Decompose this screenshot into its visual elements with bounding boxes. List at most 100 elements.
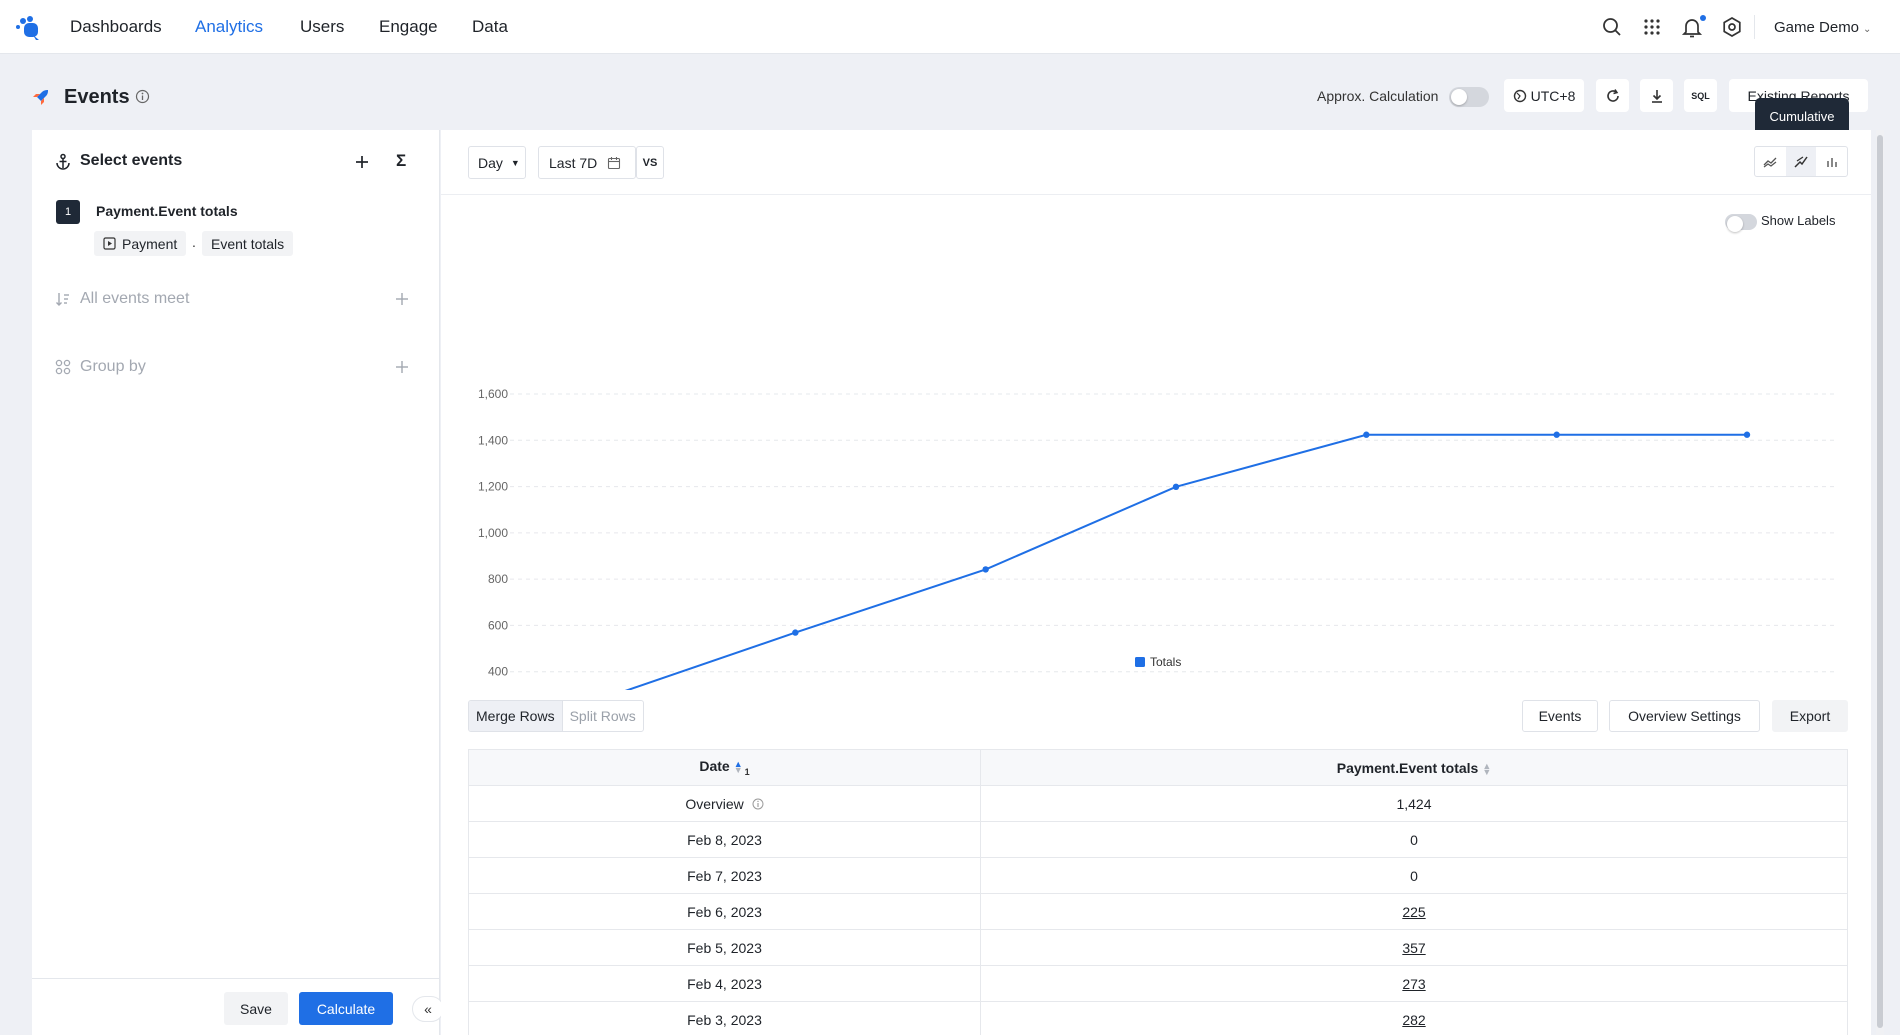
granularity-select[interactable]: Day ▼ [468,146,526,179]
y-tick-label: 400 [488,665,508,679]
chevron-down-icon: ⌄ [1863,24,1872,35]
approx-calculation-toggle[interactable] [1449,87,1489,107]
nav-users[interactable]: Users [300,17,345,36]
merge-rows-button[interactable]: Merge Rows [469,701,562,731]
nav-dashboards[interactable]: Dashboards [70,17,162,36]
data-point [1743,431,1751,438]
table-cell-value-link[interactable]: 273 [980,965,1848,1002]
data-point [1553,431,1560,438]
tooltip-text: Cumulative [1769,109,1835,124]
info-icon[interactable] [135,89,150,104]
table-cell-value: 1,424 [980,785,1848,822]
search-icon[interactable] [1601,16,1623,38]
events-button[interactable]: Events [1522,700,1598,732]
y-tick-label: 800 [488,572,508,586]
timezone-label: UTC+8 [1530,87,1576,104]
nav-engage[interactable]: Engage [379,17,438,36]
y-tick-label: 1,200 [478,480,508,494]
chip-separator: . [192,234,196,250]
trend-line-icon [1763,157,1777,168]
table-cell-value-link[interactable]: 357 [980,929,1848,966]
y-tick-label: 600 [488,618,508,632]
table-row-overview: Overview 1,424 [468,785,1848,822]
table-cell-value-link[interactable]: 225 [980,893,1848,930]
globe-icon [1513,89,1526,102]
split-rows-button[interactable]: Split Rows [561,701,643,731]
project-name: Game Demo [1774,19,1860,36]
add-filter-icon[interactable] [394,291,410,307]
table-cell-date: Feb 6, 2023 [468,893,981,930]
rocket-icon [33,89,49,105]
data-point [792,629,799,636]
sort-icon[interactable]: ▲ ▼ [733,759,743,776]
apps-grid-icon[interactable] [1641,16,1663,38]
column-header-date[interactable]: Date ▲ ▼ 1 [468,749,981,786]
event-chip-label: Payment [122,235,178,252]
results-table: Date ▲ ▼ 1 Payment.Event totals ▲ ▼ Overview … [468,749,1848,1035]
refresh-button[interactable] [1596,79,1629,112]
y-tick-label: 1,000 [478,526,508,540]
event-chip[interactable]: Payment [94,231,187,256]
export-button[interactable]: Export [1772,700,1848,732]
panel-footer-divider [32,978,440,979]
table-header-row: Date ▲ ▼ 1 Payment.Event totals ▲ ▼ [468,749,1848,786]
table-row: Feb 4, 2023 273 [468,965,1848,1002]
chart-type-cumulative[interactable] [1785,147,1817,176]
metric-name[interactable]: Payment.Event totals [96,203,238,219]
table-cell-value: 0 [980,857,1848,894]
sort-rank: 1 [744,766,750,777]
column-header-metric[interactable]: Payment.Event totals ▲ ▼ [980,749,1848,786]
metric-chip-label: Event totals [211,235,285,252]
collapse-panel-button[interactable]: « [412,996,444,1022]
legend-label: Totals [1150,655,1181,669]
metric-index-badge: 1 [56,200,80,224]
data-point [1172,483,1180,491]
nav-analytics[interactable]: Analytics [195,17,264,36]
top-nav: Dashboards Analytics Users Engage Data G… [0,0,1900,54]
scrollbar-thumb[interactable] [1877,135,1883,1028]
date-range-value: Last 7D [549,154,598,171]
y-tick-label: 1,400 [478,433,508,447]
bar-chart-icon [1826,157,1837,167]
info-icon[interactable] [752,798,764,810]
table-cell-date: Feb 4, 2023 [468,965,981,1002]
settings-icon[interactable] [1721,16,1743,38]
table-cell-date: Feb 8, 2023 [468,821,981,858]
add-group-icon[interactable] [394,359,410,375]
vs-label: VS [642,156,658,169]
cumulative-line-icon [1794,155,1808,168]
chart-type-line[interactable] [1755,147,1786,176]
sort-icon[interactable]: ▲ ▼ [1482,760,1492,777]
double-chevron-left-icon: « [424,1001,432,1017]
notification-dot [1700,15,1706,21]
query-panel: Select events Σ 1 Payment.Event totals P… [32,130,440,1035]
table-row: Feb 3, 2023 282 [468,1001,1848,1035]
timezone-button[interactable]: UTC+8 [1504,79,1584,112]
overview-settings-button[interactable]: Overview Settings [1609,700,1760,732]
bell-icon[interactable] [1681,16,1703,38]
chart-type-bar[interactable] [1816,147,1847,176]
calculate-button[interactable]: Calculate [299,992,393,1025]
date-header-label: Date [699,758,730,775]
show-labels-toggle[interactable] [1725,214,1757,232]
date-range-picker[interactable]: Last 7D [538,146,636,179]
table-row: Feb 5, 2023 357 [468,929,1848,966]
add-event-icon[interactable] [353,153,371,171]
save-button[interactable]: Save [224,992,288,1025]
logo-icon[interactable] [15,15,43,41]
metric-chip[interactable]: Event totals [202,231,294,256]
compare-vs-button[interactable]: VS [636,146,664,179]
table-cell-value-link[interactable]: 282 [980,1001,1848,1035]
table-cell-date: Feb 7, 2023 [468,857,981,894]
table-cell-date: Feb 5, 2023 [468,929,981,966]
table-cell-date: Overview [468,785,981,822]
download-button[interactable] [1640,79,1673,112]
table-row: Feb 7, 2023 0 [468,857,1848,894]
project-switcher[interactable]: Game Demo ⌄ [1774,19,1871,36]
formula-sigma-icon[interactable]: Σ [396,151,407,170]
sql-button[interactable]: SQL [1684,79,1717,112]
granularity-value: Day [478,154,503,171]
nav-data[interactable]: Data [472,17,508,36]
row-mode-toggle: Merge Rows Split Rows [468,700,644,732]
